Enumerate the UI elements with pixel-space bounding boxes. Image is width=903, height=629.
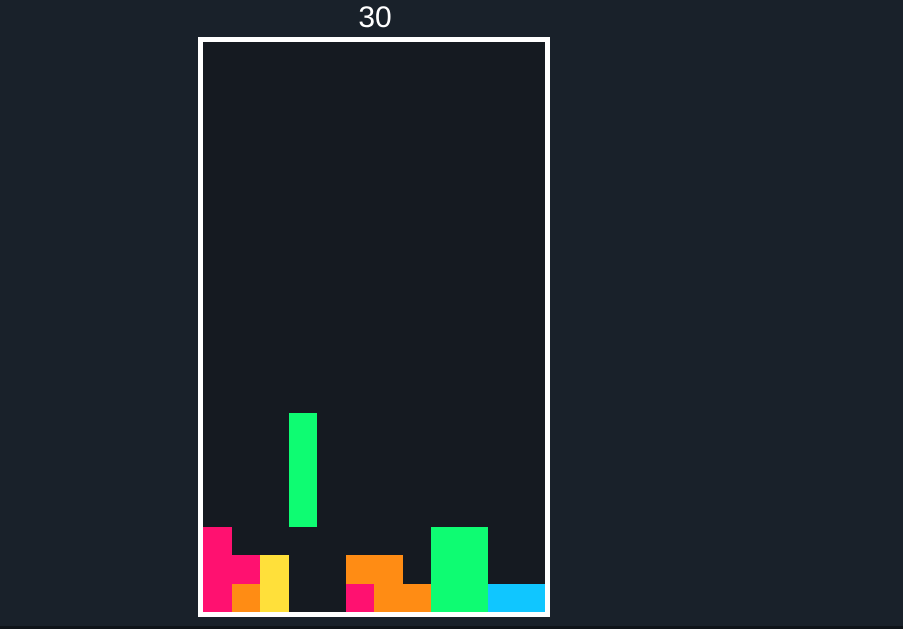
locked-block [231,555,260,584]
active-piece-block [288,441,317,470]
locked-block [459,526,488,555]
locked-block [402,583,431,612]
locked-block [203,583,232,612]
active-piece-block [288,469,317,498]
locked-block [459,583,488,612]
locked-block [374,583,403,612]
locked-block [488,583,517,612]
game-board[interactable] [198,37,550,617]
locked-block [459,555,488,584]
locked-block [345,555,374,584]
locked-block [431,526,460,555]
locked-block [345,583,374,612]
active-piece-block [288,498,317,527]
locked-block [516,583,545,612]
locked-block [203,526,232,555]
locked-block [374,555,403,584]
locked-block [231,583,260,612]
score-display: 30 [358,1,392,34]
locked-block [431,555,460,584]
locked-block [431,583,460,612]
bottom-divider [0,626,903,629]
locked-block [260,555,289,584]
locked-block [203,555,232,584]
active-piece-block [288,412,317,441]
locked-block [260,583,289,612]
